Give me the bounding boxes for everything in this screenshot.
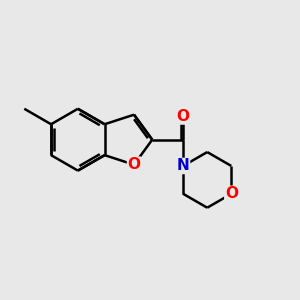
- Text: O: O: [128, 157, 140, 172]
- Text: N: N: [177, 158, 190, 173]
- Text: O: O: [225, 186, 238, 201]
- Text: O: O: [177, 109, 190, 124]
